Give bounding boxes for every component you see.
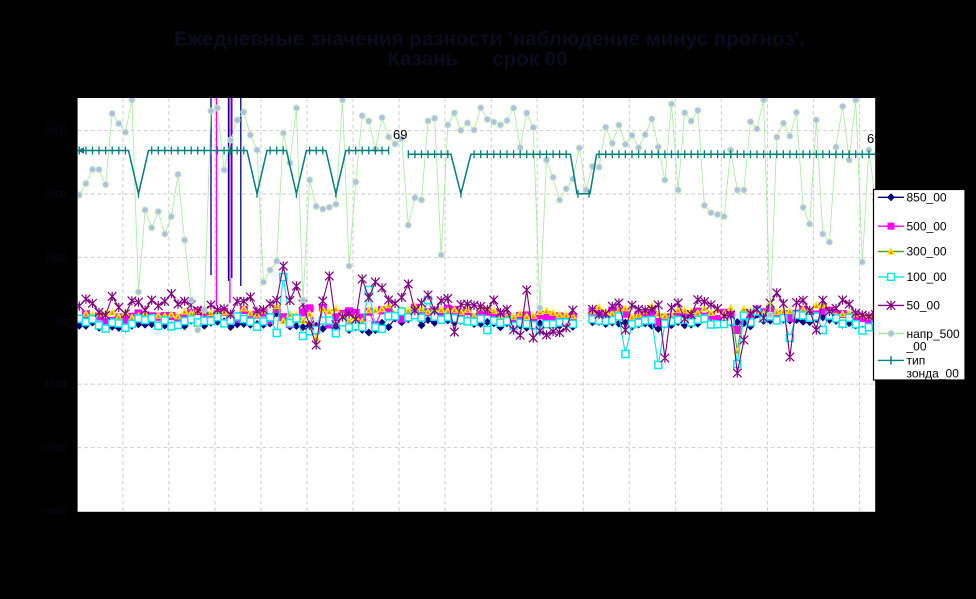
svg-text:50_00: 50_00 <box>907 299 941 313</box>
svg-text:3000: 3000 <box>44 126 67 137</box>
svg-text:1000: 1000 <box>44 253 67 264</box>
svg-text:Ежедневные значения разности ': Ежедневные значения разности 'наблюдение… <box>174 28 805 51</box>
svg-text:Казань срок 00: Казань срок 00 <box>387 48 567 71</box>
svg-text:100_00: 100_00 <box>907 270 947 284</box>
svg-text:850_00: 850_00 <box>907 191 947 205</box>
svg-text:00: 00 <box>55 316 67 327</box>
svg-text:_00: _00 <box>906 340 927 354</box>
svg-text:напр_500: напр_500 <box>907 327 960 341</box>
svg-text:зонда_00: зонда_00 <box>907 367 960 381</box>
svg-text:300_00: 300_00 <box>907 245 947 259</box>
svg-text:-3000: -3000 <box>41 507 67 518</box>
svg-text:500_00: 500_00 <box>907 219 947 233</box>
svg-text:69: 69 <box>867 131 881 146</box>
svg-text:-2000: -2000 <box>41 443 67 454</box>
svg-text:69: 69 <box>393 127 407 142</box>
svg-text:тип: тип <box>907 354 926 368</box>
svg-text:2000: 2000 <box>44 190 67 201</box>
svg-text:-1000: -1000 <box>41 380 67 391</box>
